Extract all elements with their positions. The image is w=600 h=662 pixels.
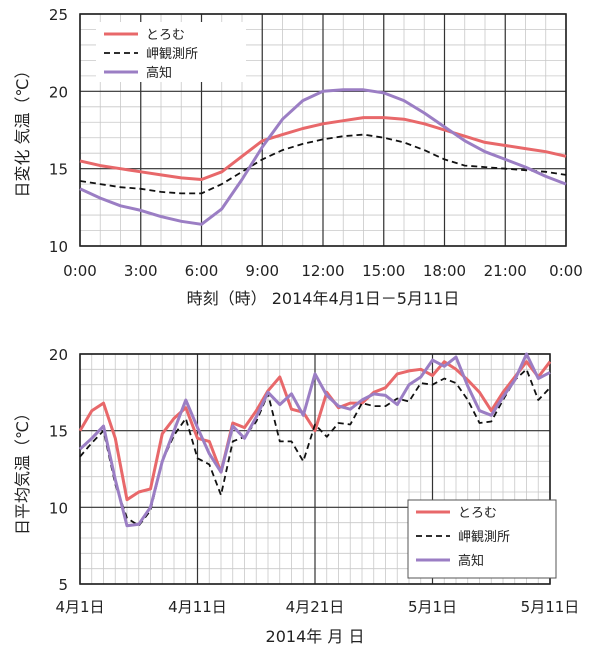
chart1-x-tick-label: 0:00 (63, 262, 97, 280)
chart2-series-line-1 (78, 360, 552, 502)
chart2-y-tick-label: 5 (58, 576, 68, 594)
chart2-y-tick-label: 20 (49, 346, 68, 364)
chart1-x-tick-label: 6:00 (185, 262, 219, 280)
chart1-y-tick-label: 20 (49, 83, 68, 101)
chart2-series-line-3 (78, 352, 551, 528)
chart2-x-tick-label: 4月11日 (168, 598, 227, 616)
chart1-x-tick-label: 12:00 (301, 262, 344, 280)
chart1-y-axis-label: 日変化 気温（℃） (13, 62, 32, 197)
chart2-y-tick-label: 15 (49, 423, 68, 441)
chart1-x-tick-label: 3:00 (124, 262, 158, 280)
chart1-legend-label-1: とろむ (146, 28, 185, 43)
chart2-x-tick-label: 4月21日 (286, 598, 345, 616)
chart2-y-tick-label: 10 (49, 499, 68, 517)
chart2-legend-label-3: 高知 (458, 553, 484, 569)
chart1-y-tick-label: 15 (49, 161, 68, 179)
chart1-series-line-1 (79, 116, 567, 181)
chart2-legend-label-2: 岬観測所 (458, 530, 510, 545)
chart1-x-tick-label: 0:00 (549, 262, 583, 280)
chart1-legend-label-3: 高知 (146, 65, 172, 81)
chart1-series-line-3 (79, 88, 567, 226)
chart2-y-axis-label: 日平均気温（℃） (13, 405, 32, 535)
chart1-x-tick-label: 15:00 (362, 262, 405, 280)
chart2-legend-label-1: とろむ (458, 506, 497, 521)
chart2-x-tick-label: 5月1日 (408, 598, 457, 616)
chart1-series-line-2 (79, 133, 567, 195)
chart2-x-tick-label: 4月1日 (55, 598, 104, 616)
chart1-y-tick-label: 25 (49, 6, 68, 24)
chart1-x-tick-label: 21:00 (484, 262, 527, 280)
chart1-x-tick-label: 9:00 (245, 262, 279, 280)
chart1-x-axis-label: 時刻（時） 2014年4月1日－5月11日 (187, 289, 460, 308)
chart1-x-tick-label: 18:00 (423, 262, 466, 280)
chart2-x-axis-label: 2014年 月 日 (266, 627, 365, 646)
chart2-plot-frame (79, 353, 551, 585)
chart1-legend-label-2: 岬観測所 (146, 47, 198, 62)
chart1-plot-frame (79, 13, 567, 247)
chart2-x-tick-label: 5月11日 (521, 598, 580, 616)
chart1-y-tick-label: 10 (49, 238, 68, 256)
